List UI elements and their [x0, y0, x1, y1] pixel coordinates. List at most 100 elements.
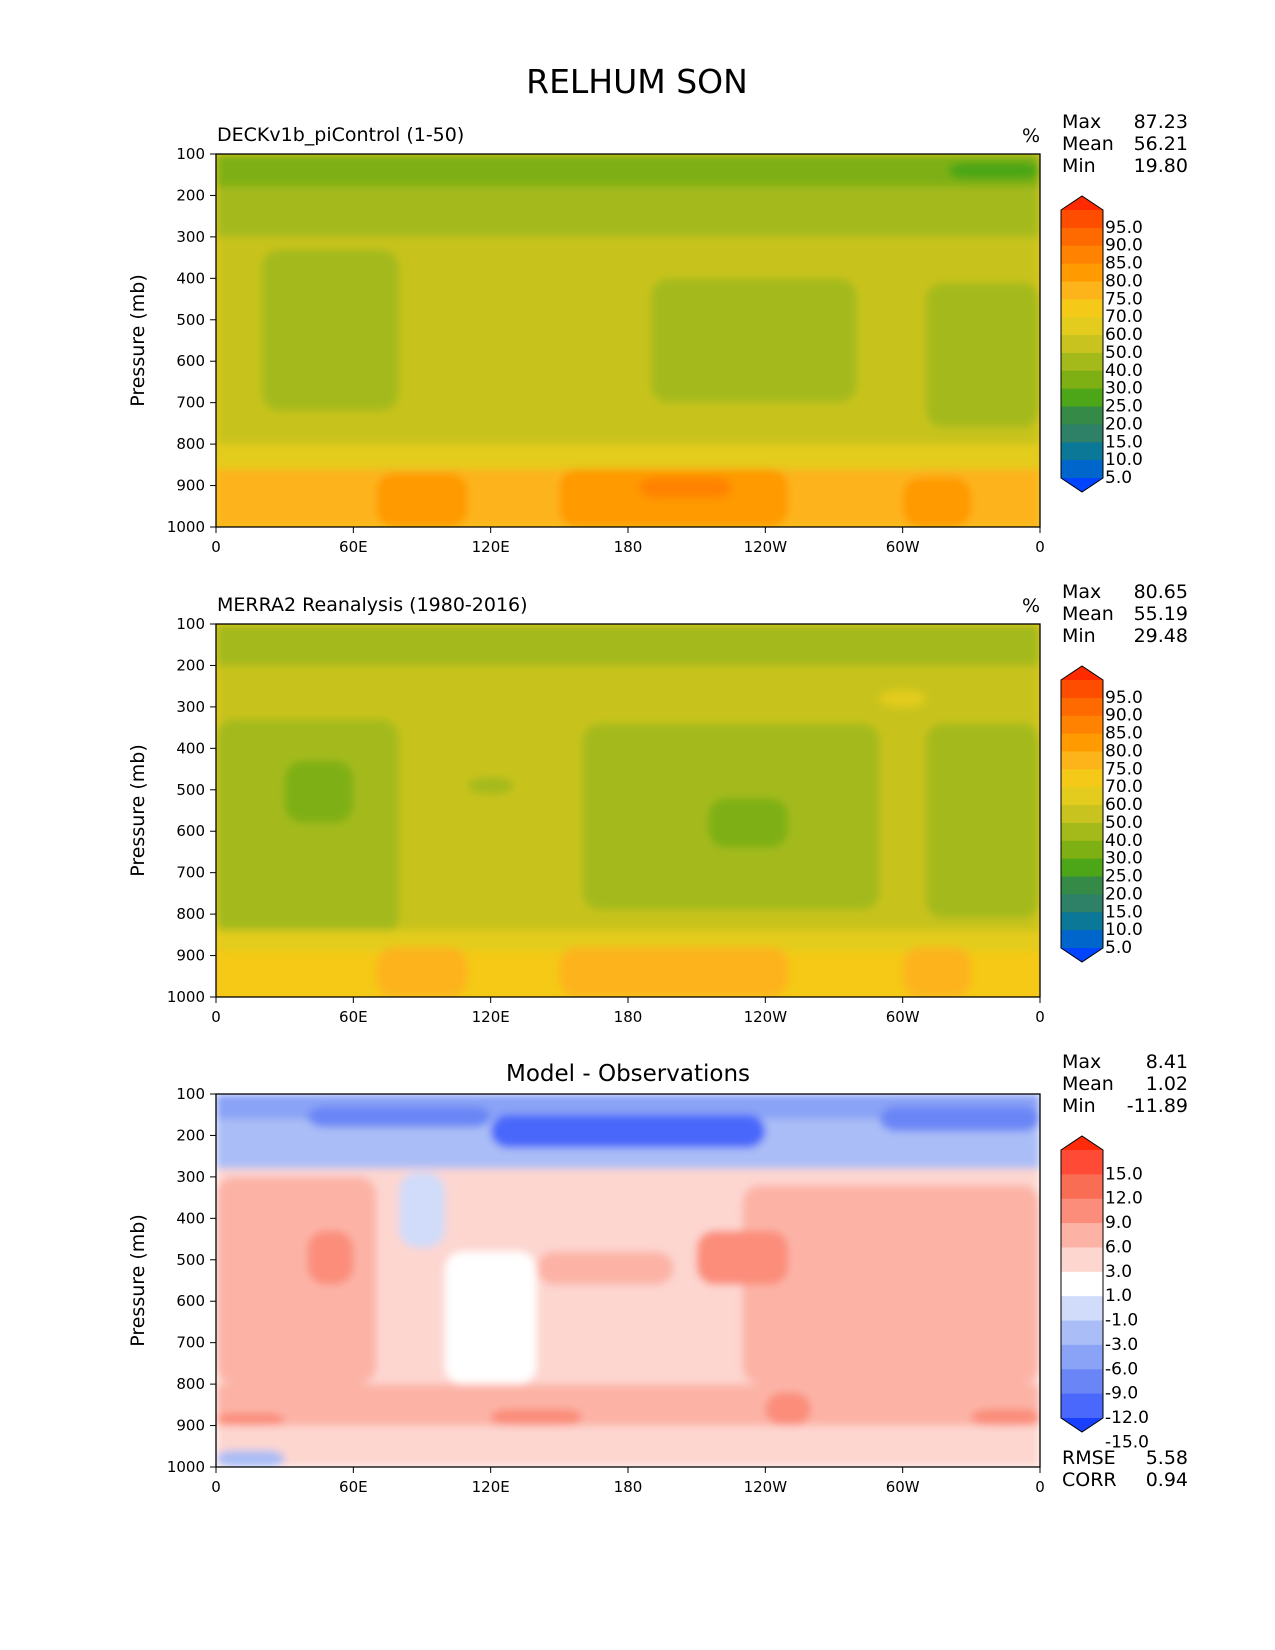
y-tick-label: 100 [176, 145, 205, 163]
x-tick-label: 0 [211, 1478, 221, 1496]
colorbar-tick-label: 70.0 [1105, 777, 1143, 797]
colorbar-extend-min [1061, 948, 1103, 962]
x-tick-label: 0 [211, 1008, 221, 1026]
y-tick-label: 600 [176, 352, 205, 370]
colorbar-segment [1061, 1223, 1103, 1248]
colorbar-tick-label: 10.0 [1105, 920, 1143, 940]
x-tick-label: 60W [886, 1008, 920, 1026]
contour-patch [216, 1384, 1040, 1426]
colorbar-tick-label: -12.0 [1105, 1408, 1149, 1428]
units-label: % [1022, 125, 1040, 147]
contour-patch [376, 947, 468, 997]
colorbar-tick-label: 30.0 [1105, 379, 1143, 399]
colorbar-tick-label: 80.0 [1105, 271, 1143, 291]
colorbar-tick-label: 90.0 [1105, 236, 1143, 256]
stat-value: 80.65 [1134, 581, 1188, 603]
y-tick-label: 1000 [167, 518, 205, 536]
x-tick-label: 120E [472, 538, 510, 556]
colorbar-tick-label: 60.0 [1105, 795, 1143, 815]
y-tick-label: 500 [176, 1251, 205, 1269]
x-tick-label: 120W [744, 1478, 788, 1496]
colorbar-segment [1061, 733, 1103, 752]
y-tick-label: 200 [176, 186, 205, 204]
colorbar-segment [1061, 1271, 1103, 1297]
stat-value: 8.41 [1146, 1051, 1188, 1073]
contour-patch [490, 1114, 766, 1148]
colorbar-extend-min [1061, 1418, 1103, 1432]
y-tick-label: 600 [176, 822, 205, 840]
x-tick-label: 120W [744, 538, 788, 556]
contour-patch [216, 1176, 377, 1385]
field [216, 624, 1040, 997]
stat-value: 19.80 [1134, 155, 1188, 177]
field [216, 1094, 1040, 1467]
colorbar-tick-label: 5.0 [1105, 938, 1132, 958]
colorbar-tick-label: 15.0 [1105, 1164, 1143, 1184]
x-tick-label: 120E [472, 1478, 510, 1496]
colorbar-segment [1061, 930, 1103, 949]
y-tick-label: 400 [176, 1209, 205, 1227]
contour-patch [376, 473, 468, 527]
y-tick-label: 500 [176, 781, 205, 799]
stat-label: Max [1062, 1051, 1101, 1073]
colorbar-tick-label: 5.0 [1105, 468, 1132, 488]
contour-patch [948, 162, 1040, 179]
main-title: RELHUM SON [526, 62, 748, 101]
colorbar-tick-label: 40.0 [1105, 361, 1143, 381]
colorbar-tick-label: 9.0 [1105, 1213, 1132, 1233]
contour-patch [216, 154, 1040, 188]
stat-label: Max [1062, 581, 1101, 603]
stat-label: Min [1062, 625, 1096, 647]
y-tick-label: 800 [176, 435, 205, 453]
panel-title: Model - Observations [506, 1061, 750, 1087]
colorbar-segment [1061, 352, 1103, 372]
panel-title: DECKv1b_piControl (1-50) [217, 124, 464, 146]
stat-value: 56.21 [1134, 133, 1188, 155]
colorbar-segment [1061, 715, 1103, 735]
x-tick-label: 60E [339, 538, 368, 556]
stat-value: 87.23 [1134, 111, 1188, 133]
colorbar-segment [1061, 1344, 1103, 1370]
contour-patch [216, 930, 1040, 952]
x-tick-label: 60W [886, 1478, 920, 1496]
y-tick-label: 800 [176, 1375, 205, 1393]
stat-value: -11.89 [1127, 1095, 1188, 1117]
colorbar-segment [1061, 370, 1103, 390]
field [216, 154, 1040, 527]
contour-patch [742, 1185, 1040, 1385]
colorbar-segment [1061, 822, 1103, 842]
x-tick-label: 0 [1035, 1478, 1045, 1496]
contour-patch [708, 798, 789, 848]
contour-patch [902, 947, 972, 997]
colorbar-tick-label: 95.0 [1105, 218, 1143, 238]
stat-value: 0.94 [1146, 1469, 1188, 1491]
colorbar-segment [1061, 281, 1103, 300]
x-tick-label: 0 [1035, 538, 1045, 556]
y-tick-label: 400 [176, 269, 205, 287]
colorbar-tick-label: 90.0 [1105, 706, 1143, 726]
colorbar-tick-label: 60.0 [1105, 325, 1143, 345]
colorbar-tick-label: 15.0 [1105, 902, 1143, 922]
y-tick-label: 700 [176, 394, 205, 412]
colorbar-segment [1061, 787, 1103, 806]
contour-patch [490, 1408, 583, 1426]
colorbar-tick-label: -1.0 [1105, 1311, 1138, 1331]
colorbar-tick-label: -6.0 [1105, 1359, 1138, 1379]
colorbar-tick-label: 75.0 [1105, 759, 1143, 779]
contour-patch [925, 723, 1040, 919]
contour-patch [925, 282, 1040, 428]
panel-2: 0 60E 120E 180 120W 60W 0 100 200 300 400 500 600 700… [127, 581, 1188, 1026]
y-tick-label: 700 [176, 864, 205, 882]
y-tick-label: 200 [176, 1126, 205, 1144]
x-tick-label: 60W [886, 538, 920, 556]
colorbar-segment [1061, 317, 1103, 336]
x-tick-label: 0 [211, 538, 221, 556]
colorbar-segment [1061, 769, 1103, 788]
colorbar-segment [1061, 680, 1103, 699]
colorbar-extend-max [1061, 666, 1103, 680]
colorbar-segment [1061, 1369, 1103, 1395]
colorbar-segment [1061, 1296, 1103, 1322]
stat-value: 29.48 [1134, 625, 1188, 647]
y-axis-label: Pressure (mb) [127, 1214, 149, 1347]
